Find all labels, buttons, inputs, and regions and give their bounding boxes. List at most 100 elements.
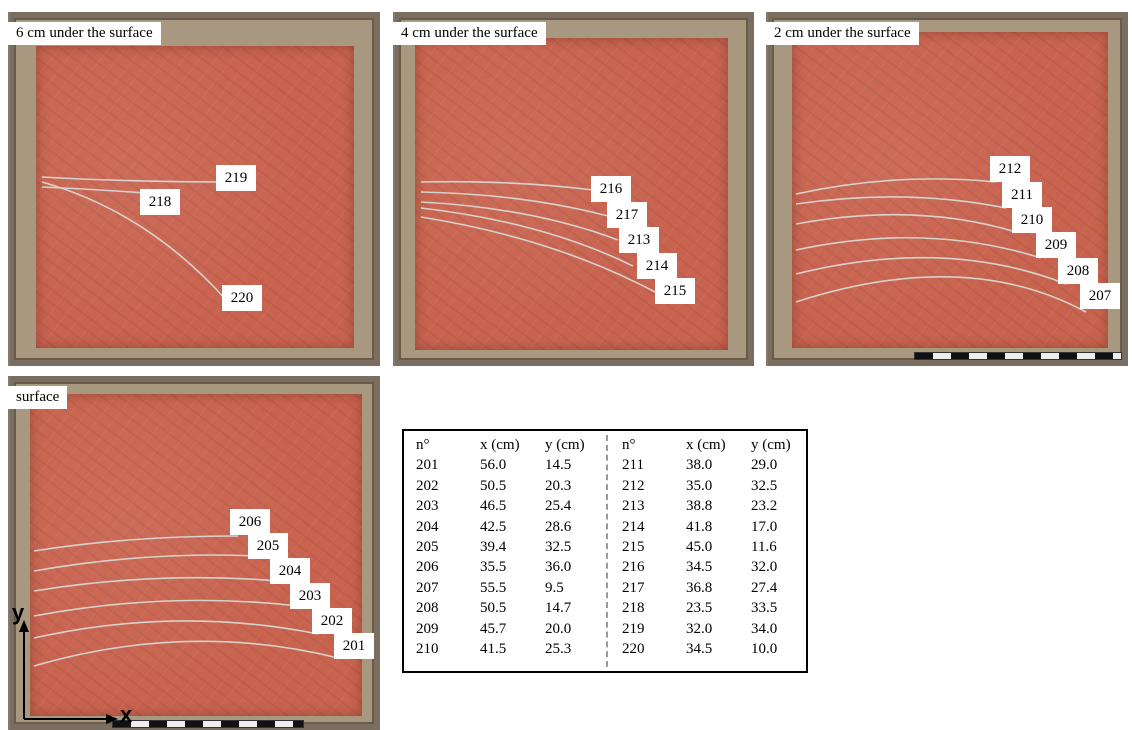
table-cell: 17.0 <box>751 518 778 535</box>
label-220: 220 <box>222 285 262 311</box>
table-cell: 212 <box>622 477 645 494</box>
label-206: 206 <box>230 509 270 535</box>
table-cell: 56.0 <box>480 457 507 474</box>
label-201: 201 <box>334 633 374 659</box>
table-cell: 219 <box>622 620 645 637</box>
table-cell: 210 <box>416 640 439 657</box>
label-218: 218 <box>140 189 180 215</box>
table-cell: 216 <box>622 559 645 576</box>
label-208: 208 <box>1058 258 1098 284</box>
table-cell: 218 <box>622 600 645 617</box>
axis-arrows <box>19 620 118 724</box>
table-cell: 25.4 <box>545 498 572 515</box>
wires <box>420 180 656 293</box>
label-219: 219 <box>216 165 256 191</box>
label-210: 210 <box>1012 207 1052 233</box>
label-209: 209 <box>1036 232 1076 258</box>
table-cell: 211 <box>622 457 644 474</box>
label-204: 204 <box>270 558 310 584</box>
wires <box>33 535 339 667</box>
label-215: 215 <box>655 278 695 304</box>
table-cell: 220 <box>622 640 645 657</box>
table-cell: 23.2 <box>751 498 778 515</box>
table-cell: 28.6 <box>545 518 572 535</box>
table-cell: 35.5 <box>480 559 507 576</box>
table-cell: 32.0 <box>751 559 778 576</box>
photo-2cm: 2 cm under the surface 212 211 210 209 2… <box>766 12 1128 366</box>
col-y-left: y (cm) 14.5 20.3 25.4 28.6 32.5 36.0 9.5 14.7 20.… <box>545 435 585 659</box>
table-cell: 32.0 <box>686 620 713 637</box>
x-axis-label: x <box>120 702 133 727</box>
table-cell: 38.0 <box>686 457 713 474</box>
table-cell: 27.4 <box>751 579 778 596</box>
wires <box>795 178 1087 313</box>
label-214: 214 <box>637 253 677 279</box>
table-cell: 50.5 <box>480 600 507 617</box>
table-cell: 25.3 <box>545 640 572 657</box>
label-211: 211 <box>1002 182 1042 208</box>
wires <box>41 176 239 303</box>
table-cell: 45.7 <box>480 620 507 637</box>
table-cell: 215 <box>622 538 645 555</box>
table-cell: 11.6 <box>751 538 777 555</box>
table-cell: 203 <box>416 498 439 515</box>
table-cell: 205 <box>416 538 439 555</box>
table-cell: 34.5 <box>686 559 713 576</box>
scale-bar <box>112 720 304 728</box>
table-cell: 32.5 <box>751 477 778 494</box>
table-cell: 50.5 <box>480 477 507 494</box>
table-cell: 46.5 <box>480 498 507 515</box>
table-cell: 23.5 <box>686 600 713 617</box>
panel-title: 2 cm under the surface <box>766 22 919 45</box>
table-cell: 206 <box>416 559 439 576</box>
table-header: n° <box>622 437 636 453</box>
table-header: y (cm) <box>545 437 585 453</box>
table-cell: 32.5 <box>545 538 572 555</box>
table-cell: 41.8 <box>686 518 713 535</box>
col-n-right: n° 211 212 213 214 215 216 217 218 219 220 <box>622 435 645 659</box>
table-cell: 14.7 <box>545 600 572 617</box>
sand-surface <box>792 32 1108 348</box>
label-212: 212 <box>990 156 1030 182</box>
table-cell: 209 <box>416 620 439 637</box>
panel-title: 4 cm under the surface <box>393 22 546 45</box>
table-cell: 20.3 <box>545 477 572 494</box>
table-cell: 202 <box>416 477 439 494</box>
table-cell: 201 <box>416 457 439 474</box>
table-header: x (cm) <box>686 437 726 453</box>
table-cell: 20.0 <box>545 620 572 637</box>
table-cell: 42.5 <box>480 518 507 535</box>
coordinates-table: n° 201 202 203 204 205 206 207 208 209 210 x (cm) 5… <box>402 429 808 673</box>
photo-6cm: 6 cm under the surface 219 218 220 <box>8 12 380 366</box>
table-cell: 39.4 <box>480 538 507 555</box>
table-cell: 214 <box>622 518 645 535</box>
label-202: 202 <box>312 608 352 634</box>
photo-surface: surface 206 205 204 203 202 201 y x <box>8 376 380 730</box>
label-207: 207 <box>1080 283 1120 309</box>
label-205: 205 <box>248 533 288 559</box>
table-cell: 36.0 <box>545 559 572 576</box>
table-cell: 36.8 <box>686 579 713 596</box>
table-cell: 35.0 <box>686 477 713 494</box>
table-cell: 207 <box>416 579 439 596</box>
col-x-right: x (cm) 38.0 35.0 38.8 41.8 45.0 34.5 36.8 23.5 32… <box>686 435 726 659</box>
table-cell: 204 <box>416 518 439 535</box>
table-cell: 208 <box>416 600 439 617</box>
table-cell: 33.5 <box>751 600 778 617</box>
table-cell: 55.5 <box>480 579 507 596</box>
label-213: 213 <box>619 227 659 253</box>
label-217: 217 <box>607 202 647 228</box>
y-axis-label: y <box>12 600 25 625</box>
table-cell: 41.5 <box>480 640 507 657</box>
table-cell: 213 <box>622 498 645 515</box>
panel-title: 6 cm under the surface <box>8 22 161 45</box>
label-203: 203 <box>290 583 330 609</box>
table-header: x (cm) <box>480 437 520 453</box>
col-x-left: x (cm) 56.0 50.5 46.5 42.5 39.4 35.5 55.5 50.5 45… <box>480 435 520 659</box>
col-y-right: y (cm) 29.0 32.5 23.2 17.0 11.6 32.0 27.4 33.5 34… <box>751 435 791 659</box>
panel-title: surface <box>8 386 68 409</box>
table-cell: 10.0 <box>751 640 778 657</box>
table-cell: 34.5 <box>686 640 713 657</box>
table-cell: 9.5 <box>545 579 564 596</box>
table-header: n° <box>416 437 430 453</box>
